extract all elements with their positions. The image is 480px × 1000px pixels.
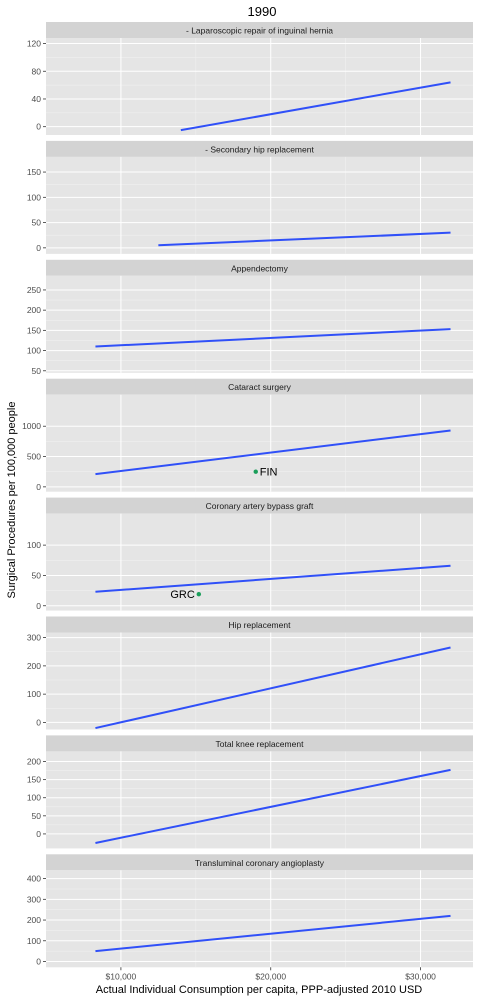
panel-background: [46, 513, 473, 611]
trend-line: [180, 81, 451, 132]
facet-panel: - Secondary hip replacement 0 50 100 150: [27, 140, 473, 254]
y-tick-label: 40: [32, 94, 42, 104]
facet-title: Hip replacement: [229, 620, 292, 630]
data-point: [196, 592, 202, 597]
y-tick-label: 400: [27, 874, 41, 884]
y-tick-label: 150: [27, 775, 41, 785]
facet-strip: [46, 497, 473, 514]
facet-title: - Laparoscopic repair of inguinal hernia: [186, 26, 333, 36]
facet-panel: Transluminal coronary angioplasty 0 100 200…: [27, 854, 473, 968]
x-tick-label: $30,000: [405, 971, 436, 981]
panel-background: [46, 394, 473, 492]
y-tick-label: 200: [27, 661, 41, 671]
facet-strip: [46, 378, 473, 395]
facet-panels: - Laparoscopic repair of inguinal hernia…: [22, 22, 473, 968]
facet-strip: [46, 735, 473, 752]
panel-background: [46, 870, 473, 968]
facet-title: Total knee replacement: [216, 739, 305, 749]
panel-background: [46, 275, 473, 373]
y-tick-label: 0: [36, 829, 41, 839]
panel-background: [46, 751, 473, 849]
y-tick-label: 1000: [22, 421, 41, 431]
y-tick-label: 250: [27, 285, 41, 295]
trend-line: [95, 646, 451, 730]
y-tick-label: 0: [36, 601, 41, 611]
point-label: GRC: [170, 589, 195, 601]
y-tick-label: 300: [27, 633, 41, 643]
facet-panel: - Laparoscopic repair of inguinal hernia…: [27, 22, 473, 135]
y-tick-label: 50: [32, 811, 42, 821]
trend-line: [158, 231, 451, 247]
facet-panel: Appendectomy 50 100 150 200 250: [27, 259, 473, 376]
panel-background: [46, 632, 473, 730]
y-axis-label: Surgical Procedures per 100,000 people: [6, 402, 18, 599]
y-tick-label: 150: [27, 167, 41, 177]
x-tick-label: $20,000: [255, 971, 286, 981]
y-tick-label: 120: [27, 39, 41, 49]
y-tick-label: 100: [27, 192, 41, 202]
y-tick-label: 100: [27, 540, 41, 550]
y-tick-label: 200: [27, 305, 41, 315]
facet-panel: Cataract surgery 0 500 1000 FIN: [22, 378, 473, 492]
facet-strip: [46, 140, 473, 157]
y-tick-label: 50: [32, 366, 42, 376]
y-tick-label: 100: [27, 689, 41, 699]
facet-strip: [46, 854, 473, 871]
chart-title: 1990: [248, 4, 277, 19]
facet-panel: Total knee replacement 0 50 100 150 200: [27, 735, 473, 849]
facet-strip: [46, 259, 473, 276]
y-tick-label: 500: [27, 452, 41, 462]
facet-title: Transluminal coronary angioplasty: [195, 858, 325, 868]
y-tick-label: 0: [36, 717, 41, 727]
panel-background: [46, 156, 473, 254]
point-label: FIN: [260, 467, 278, 479]
y-tick-label: 50: [32, 570, 42, 580]
facet-strip: [46, 616, 473, 633]
y-tick-label: 80: [32, 66, 42, 76]
facet-panel: Coronary artery bypass graft 0 50 100 GRC: [27, 497, 473, 611]
facet-strip: [46, 22, 473, 38]
y-tick-label: 200: [27, 757, 41, 767]
facet-panel: Hip replacement 0 100 200 300: [27, 616, 473, 730]
trend-line: [95, 429, 451, 476]
panel-background: [46, 38, 473, 135]
x-axis-label: Actual Individual Consumption per capita…: [96, 984, 423, 996]
trend-line: [95, 564, 451, 593]
y-tick-label: 0: [36, 122, 41, 132]
y-tick-label: 50: [32, 218, 42, 228]
facet-title: Cataract surgery: [228, 382, 292, 392]
y-tick-label: 0: [36, 956, 41, 966]
y-tick-label: 100: [27, 936, 41, 946]
data-point: [253, 469, 258, 474]
facet-title: Appendectomy: [231, 263, 288, 273]
facet-title: - Secondary hip replacement: [205, 144, 314, 154]
trend-line: [95, 768, 451, 844]
y-tick-label: 0: [36, 482, 41, 492]
trend-line: [95, 328, 451, 348]
x-tick-label: $10,000: [106, 971, 137, 981]
y-tick-label: 200: [27, 915, 41, 925]
y-tick-label: 0: [36, 243, 41, 253]
facet-title: Coronary artery bypass graft: [206, 501, 314, 511]
x-axis: $10,000 $20,000 $30,000: [106, 967, 436, 981]
y-tick-label: 100: [27, 793, 41, 803]
trend-line: [95, 914, 451, 953]
y-tick-label: 150: [27, 325, 41, 335]
y-tick-label: 300: [27, 894, 41, 904]
y-tick-label: 100: [27, 346, 41, 356]
